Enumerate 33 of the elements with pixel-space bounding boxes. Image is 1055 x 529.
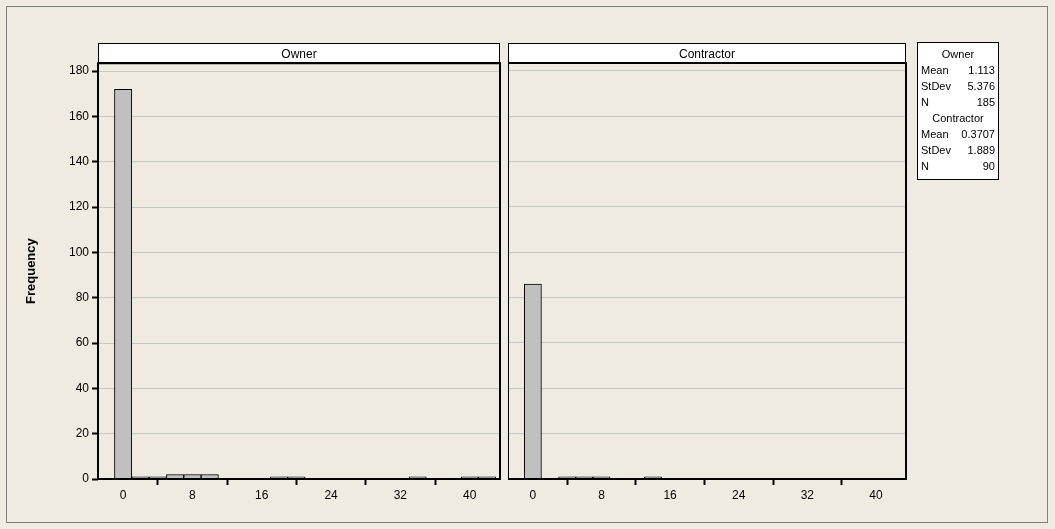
x-tick-label: 40 [869, 487, 883, 502]
y-tick-label: 80 [75, 290, 90, 305]
x-tick-label: 16 [663, 487, 678, 502]
text: Mean 1.113 [921, 64, 995, 76]
text: Owner [940, 48, 976, 60]
y-tick-label: 140 [68, 154, 90, 169]
text: N 185 [921, 96, 995, 108]
y-tick-label: 160 [68, 108, 90, 123]
x-tick-label: 24 [732, 487, 746, 502]
y-tick-label: 100 [68, 244, 90, 259]
chart-title: Contractor [508, 43, 906, 63]
text: Mean 0.3707 [921, 128, 995, 140]
text: StDev 1.889 [921, 144, 995, 156]
y-tick-label: 60 [75, 335, 90, 350]
x-tick-label: 16 [255, 487, 269, 502]
text: Contractor [931, 112, 985, 124]
y-axis-title: Frequency [23, 237, 39, 304]
x-tick-label: 8 [598, 487, 606, 502]
x-tick-label: 0 [119, 487, 127, 502]
x-tick-label: 32 [393, 487, 408, 502]
y-tick-label: 20 [75, 425, 90, 440]
text: N 90 [921, 160, 995, 172]
y-tick-label: 120 [68, 199, 90, 214]
x-tick-label: 24 [324, 487, 339, 502]
y-tick-label: 0 [82, 471, 90, 486]
text: StDev 5.376 [921, 80, 995, 92]
chart-title: Owner [98, 43, 500, 63]
y-tick-label: 180 [68, 63, 90, 78]
x-tick-label: 40 [463, 487, 477, 502]
x-tick-label: 8 [189, 487, 197, 502]
x-tick-label: 0 [529, 487, 537, 502]
x-tick-label: 32 [800, 487, 815, 502]
y-tick-label: 40 [75, 380, 90, 395]
